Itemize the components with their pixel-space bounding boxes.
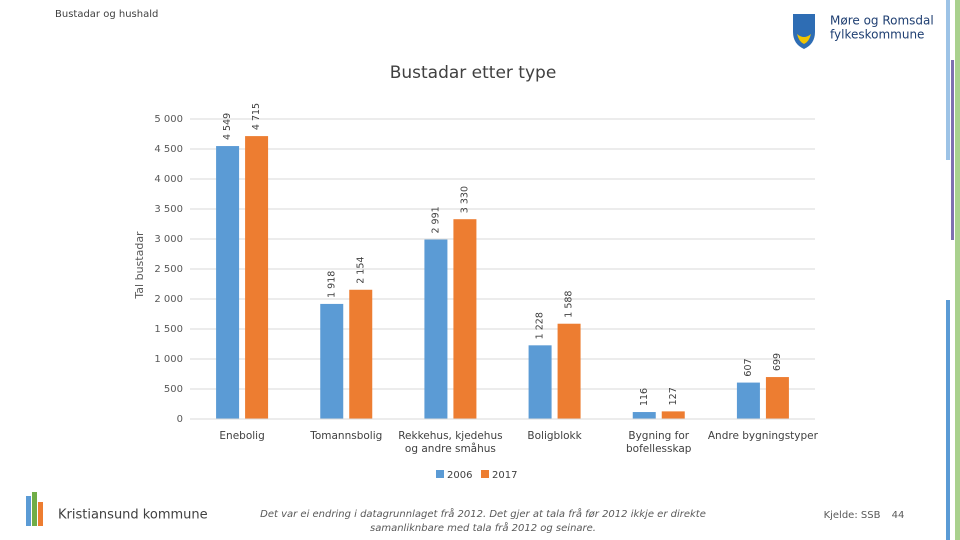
page-number: 44 <box>892 510 905 521</box>
logo-text: fylkeskommune <box>830 28 924 42</box>
footer-logo <box>26 492 43 526</box>
y-tick-label: 1 500 <box>154 324 183 335</box>
legend-label: 2017 <box>492 470 517 481</box>
y-tick-label: 5 000 <box>154 114 183 125</box>
y-tick-label: 2 500 <box>154 264 183 275</box>
value-label: 1 588 <box>564 291 575 318</box>
legend-label: 2006 <box>447 470 472 481</box>
x-tick-label: Bygning for bofellesskap <box>626 430 692 455</box>
bar <box>349 289 373 419</box>
note: Det var ei endring i datagrunnlaget frå … <box>260 507 706 520</box>
x-tick-label: Tomannsbolig <box>309 430 382 442</box>
value-label: 2 991 <box>430 206 441 233</box>
y-tick-label: 4 500 <box>154 144 183 155</box>
value-label: 4 549 <box>222 113 233 140</box>
legend-swatch <box>436 470 444 478</box>
logo-text: Møre og Romsdal <box>830 14 934 28</box>
side-decoration <box>946 0 960 540</box>
value-label: 3 330 <box>459 186 470 213</box>
y-tick-label: 500 <box>164 384 183 395</box>
note: samanliknbare med tala frå 2012 og seina… <box>370 521 596 534</box>
bar <box>661 411 685 419</box>
bar <box>424 239 448 419</box>
y-tick-label: 0 <box>177 414 183 425</box>
stripe <box>951 60 954 240</box>
x-tick-label: Boligblokk <box>527 430 582 442</box>
bar <box>453 219 477 419</box>
y-axis-label: Tal bustadar <box>133 231 146 300</box>
slide-header: Bustadar og hushald <box>55 9 158 20</box>
y-tick-label: 3 000 <box>154 234 183 245</box>
logo-shield <box>793 14 815 49</box>
stripe <box>946 0 950 160</box>
value-label: 1 228 <box>535 312 546 339</box>
stripe <box>955 0 960 540</box>
bar <box>557 323 581 419</box>
logo-block <box>38 502 43 526</box>
x-tick-label: Andre bygningstyper <box>708 430 819 442</box>
logo: Møre og Romsdal fylkeskommune <box>793 14 934 49</box>
y-tick-label: 1 000 <box>154 354 183 365</box>
bar <box>528 345 552 419</box>
bar <box>216 146 240 419</box>
bar <box>245 136 269 419</box>
value-label: 127 <box>668 387 679 405</box>
bar <box>632 412 656 419</box>
value-label: 699 <box>772 353 783 371</box>
bar <box>736 382 760 419</box>
logo-detail <box>797 34 811 44</box>
footer-left: Kristiansund kommune <box>58 508 208 523</box>
bar <box>320 303 344 419</box>
bar <box>765 377 789 419</box>
value-label: 116 <box>639 388 650 406</box>
logo-block <box>32 492 37 526</box>
logo-block <box>26 496 31 526</box>
x-tick-label: Rekkehus, kjedehus og andre småhus <box>398 430 502 455</box>
value-label: 4 715 <box>251 103 262 130</box>
value-label: 607 <box>743 358 754 376</box>
stripe <box>946 300 950 540</box>
chart-title: Bustadar etter type <box>390 63 557 83</box>
value-label: 1 918 <box>326 271 337 298</box>
y-tick-label: 4 000 <box>154 174 183 185</box>
x-tick-label: Enebolig <box>219 430 264 442</box>
y-tick-label: 2 000 <box>154 294 183 305</box>
y-tick-label: 3 500 <box>154 204 183 215</box>
value-label: 2 154 <box>355 257 366 284</box>
legend-swatch <box>481 470 489 478</box>
source: Kjelde: SSB <box>824 510 881 521</box>
